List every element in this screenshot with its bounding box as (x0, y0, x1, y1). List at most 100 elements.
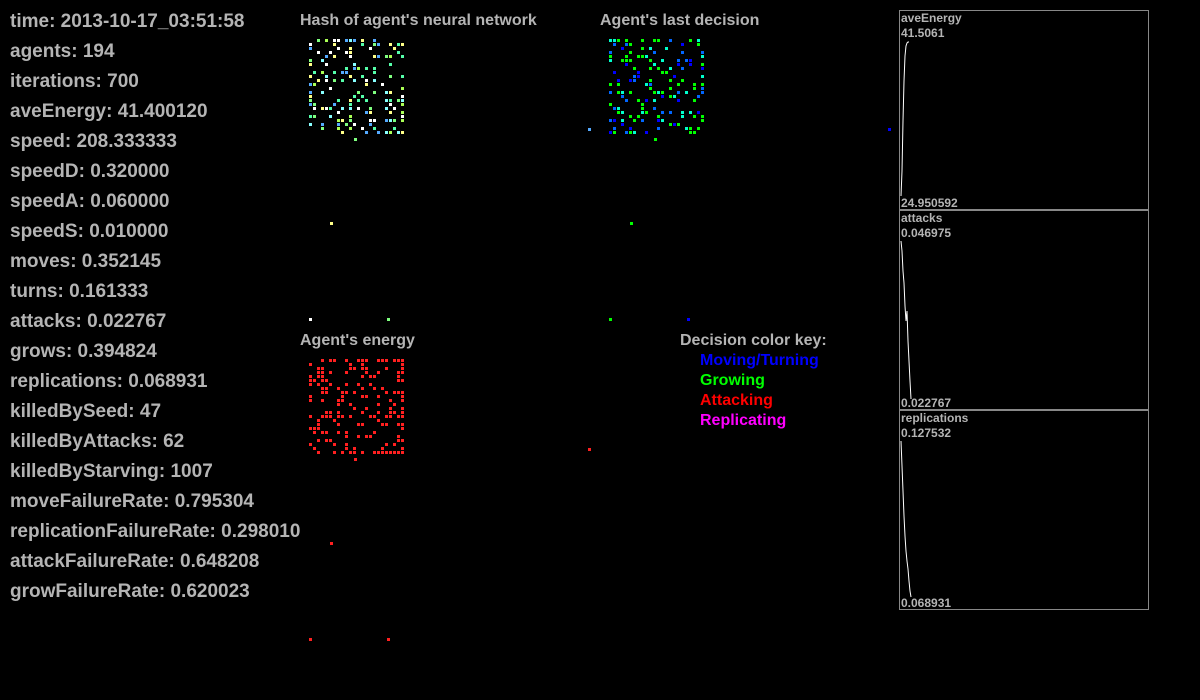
agent-cell (369, 111, 372, 114)
agent-cell (321, 91, 324, 94)
agent-cell (665, 71, 668, 74)
agent-cell (369, 415, 372, 418)
agent-cell (381, 447, 384, 450)
agent-cell (357, 67, 360, 70)
agent-cell (393, 119, 396, 122)
agent-cell (345, 435, 348, 438)
agent-cell (685, 59, 688, 62)
agent-cell (365, 99, 368, 102)
agent-cell (401, 119, 404, 122)
agent-cell (341, 451, 344, 454)
agent-cell (389, 91, 392, 94)
agent-cell (685, 91, 688, 94)
agent-cell (317, 375, 320, 378)
agent-cell (385, 391, 388, 394)
agent-cell (321, 379, 324, 382)
stray-agent (609, 318, 612, 321)
agent-cell (625, 39, 628, 42)
decision-key-title: Decision color key: (680, 332, 827, 349)
agent-cell (321, 123, 324, 126)
stray-agent (330, 542, 333, 545)
agent-cell (333, 71, 336, 74)
agent-cell (617, 91, 620, 94)
agent-cell (393, 359, 396, 362)
agent-cell (345, 67, 348, 70)
agent-cell (397, 359, 400, 362)
agent-cell (365, 111, 368, 114)
stat-line: killedBySeed: 47 (10, 401, 162, 422)
agent-cell (325, 55, 328, 58)
agent-cell (309, 43, 312, 46)
agent-cell (333, 443, 336, 446)
agent-cell (353, 123, 356, 126)
agent-cell (341, 79, 344, 82)
agent-cell (393, 403, 396, 406)
agent-cell (309, 379, 312, 382)
agent-cell (345, 431, 348, 434)
agent-cell (397, 51, 400, 54)
agent-cell (321, 415, 324, 418)
agent-cell (377, 55, 380, 58)
agent-cell (645, 55, 648, 58)
agent-cell (393, 391, 396, 394)
agent-cell (341, 391, 344, 394)
agent-cell (369, 107, 372, 110)
agent-cell (373, 67, 376, 70)
agent-cell (677, 63, 680, 66)
agent-cell (337, 47, 340, 50)
graph-line (900, 41, 909, 197)
agent-cell (401, 103, 404, 106)
agent-cell (401, 87, 404, 90)
agent-cell (385, 99, 388, 102)
stat-line: time: 2013-10-17_03:51:58 (10, 11, 245, 32)
stat-line: attackFailureRate: 0.648208 (10, 551, 260, 572)
agent-cell (373, 431, 376, 434)
agent-cell (657, 91, 660, 94)
agent-cell (689, 63, 692, 66)
agent-cell (353, 407, 356, 410)
agent-cell (401, 379, 404, 382)
agent-cell (625, 99, 628, 102)
agent-cell (317, 371, 320, 374)
agent-cell (309, 83, 312, 86)
agent-cell (309, 427, 312, 430)
agent-cell (321, 399, 324, 402)
agent-cell (609, 103, 612, 106)
agent-cell (361, 43, 364, 46)
agent-cell (401, 423, 404, 426)
agent-cell (609, 59, 612, 62)
agent-cell (309, 123, 312, 126)
agent-cell (385, 107, 388, 110)
agent-cell (401, 395, 404, 398)
agent-cell (689, 127, 692, 130)
agent-cell (357, 383, 360, 386)
agent-cell (693, 115, 696, 118)
agent-cell (393, 107, 396, 110)
agent-cell (329, 107, 332, 110)
agent-cell (349, 75, 352, 78)
agent-cell (345, 359, 348, 362)
agent-cell (309, 375, 312, 378)
graph-line (900, 440, 912, 598)
agent-cell (701, 75, 704, 78)
agent-cell (329, 371, 332, 374)
agent-cell (365, 407, 368, 410)
agent-cell (373, 375, 376, 378)
agent-cell (361, 375, 364, 378)
agent-cell (385, 443, 388, 446)
agent-cell (681, 115, 684, 118)
agent-cell (353, 67, 356, 70)
agent-cell (401, 359, 404, 362)
agent-cell (625, 59, 628, 62)
agent-cell (609, 83, 612, 86)
agent-cell (673, 75, 676, 78)
agent-cell (641, 39, 644, 42)
hash-grid (309, 39, 405, 135)
agent-cell (325, 79, 328, 82)
agent-cell (389, 415, 392, 418)
agent-cell (613, 131, 616, 134)
agent-cell (325, 411, 328, 414)
agent-cell (313, 71, 316, 74)
stray-agent (630, 222, 633, 225)
agent-cell (401, 115, 404, 118)
